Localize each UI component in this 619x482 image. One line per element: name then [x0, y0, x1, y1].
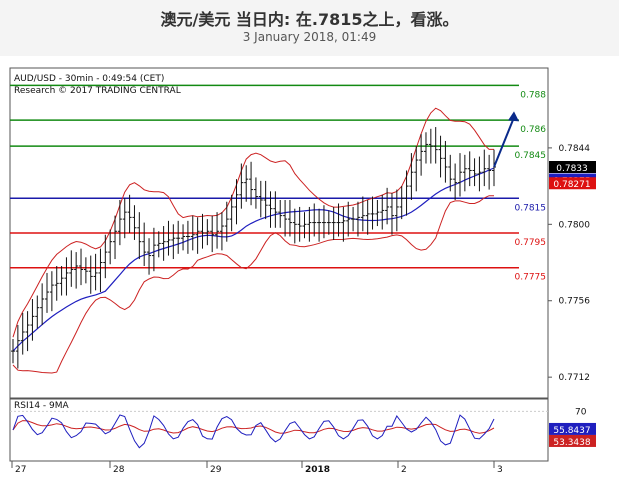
moving-average: [12, 167, 495, 352]
level-label: 0.7775: [515, 273, 547, 283]
rsi-label: RSI14 - 9MA: [14, 401, 70, 411]
x-tick-label: 2: [401, 465, 407, 475]
level-label: 0.7815: [515, 203, 547, 213]
rsi-tick-label: 70: [575, 407, 587, 417]
price-marker: [549, 177, 596, 190]
y-tick-label: 0.7712: [559, 373, 591, 383]
projection-arrowhead: [508, 111, 519, 122]
axis-layer: 0.7844 0.7800 0.7756 0.7712 27 28 29 2018 2 3: [11, 144, 591, 475]
header: 澳元/美元 当日内: 在.7815之上，看涨。 3 January 2018, …: [0, 0, 619, 56]
bars-layer: [11, 111, 519, 369]
levels-layer: 0.788 0.786 0.7845 0.7815 0.7795 0.7775: [10, 84, 547, 283]
price-marker: [549, 161, 596, 173]
x-tick-label: 2018: [305, 465, 330, 475]
bollinger-upper: [12, 107, 494, 338]
rsi-value-label: 55.8437: [553, 426, 590, 436]
level-label: 0.7795: [515, 238, 547, 248]
x-tick-label: 3: [497, 465, 503, 475]
level-label: 0.788: [520, 90, 546, 100]
rsi-ma-marker: [549, 434, 596, 447]
level-label: 0.786: [520, 125, 546, 135]
rsi-value-marker: [549, 422, 596, 435]
instrument-label: AUD/USD - 30min - 0:49:54 (CET): [14, 74, 164, 84]
chart: 0.788 0.786 0.7845 0.7815 0.7795 0.7775 0.783…: [9, 67, 596, 475]
y-tick-label: 0.7800: [559, 220, 591, 230]
bands-layer: [12, 107, 495, 374]
projection-arrow: [493, 117, 515, 168]
x-tick-label: 29: [210, 465, 222, 475]
y-tick-label: 0.7844: [559, 144, 591, 154]
price-marker-label: 0.7833: [556, 164, 588, 174]
rsi-ma-label: 53.3438: [553, 438, 590, 448]
page-title: 澳元/美元 当日内: 在.7815之上，看涨。: [160, 10, 459, 29]
bollinger-lower: [12, 195, 494, 374]
x-tick-label: 27: [15, 465, 26, 475]
rsi-ma-line: [12, 420, 495, 434]
y-tick-label: 0.7756: [559, 297, 591, 307]
level-label: 0.7845: [515, 151, 547, 161]
x-tick-label: 28: [113, 465, 125, 475]
rsi-line: [12, 414, 495, 449]
price-marker-label: 0.78271: [553, 180, 590, 190]
source-label: Research © 2017 TRADING CENTRAL: [14, 86, 181, 96]
rsi-layer: 70 55.8437 53.3438: [10, 407, 596, 449]
page-subtitle: 3 January 2018, 01:49: [242, 30, 377, 44]
